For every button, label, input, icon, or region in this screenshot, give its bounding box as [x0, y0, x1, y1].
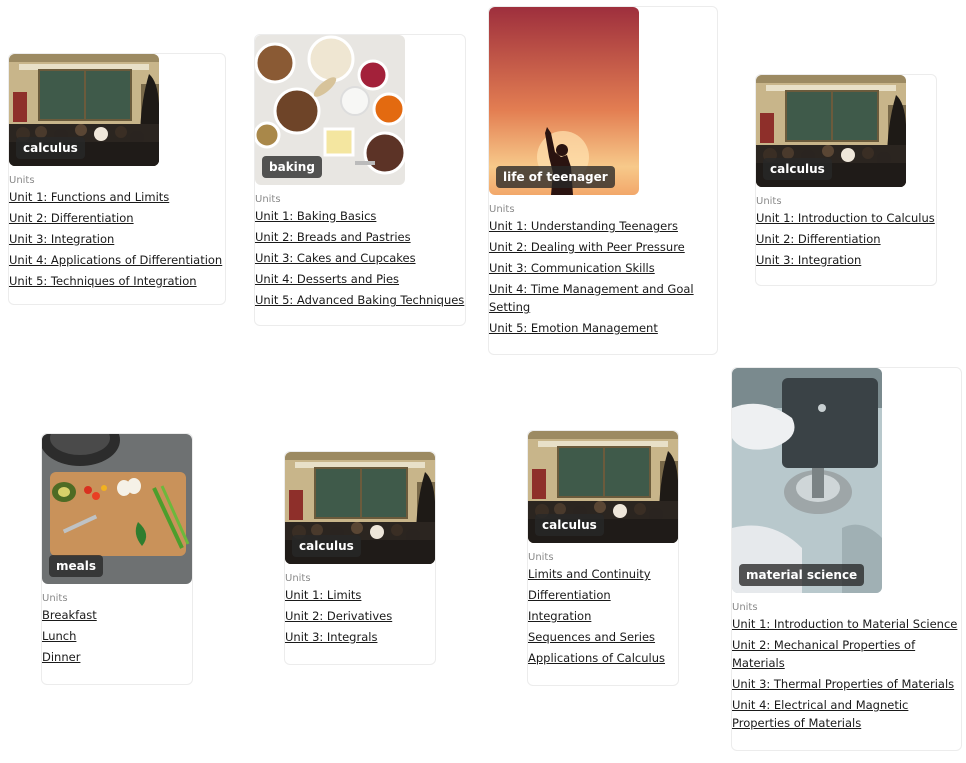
- course-thumbnail[interactable]: meals: [42, 434, 192, 584]
- course-tag: meals: [49, 555, 103, 577]
- course-card[interactable]: meals Units Breakfast Lunch Dinner: [41, 433, 193, 685]
- course-tag: calculus: [292, 535, 361, 557]
- unit-link[interactable]: Lunch: [42, 629, 77, 643]
- unit-link[interactable]: Limits and Continuity: [528, 567, 651, 581]
- course-thumbnail[interactable]: calculus: [756, 75, 906, 187]
- unit-link[interactable]: Unit 1: Functions and Limits: [9, 190, 170, 204]
- course-card[interactable]: baking Units Unit 1: Baking Basics Unit …: [254, 34, 466, 326]
- unit-link[interactable]: Unit 2: Breads and Pastries: [255, 230, 411, 244]
- units-label: Units: [489, 204, 515, 215]
- unit-link[interactable]: Unit 1: Limits: [285, 588, 362, 602]
- unit-link[interactable]: Differentiation: [528, 588, 611, 602]
- unit-link[interactable]: Unit 2: Differentiation: [756, 232, 881, 246]
- unit-link[interactable]: Applications of Calculus: [528, 651, 666, 665]
- unit-link[interactable]: Unit 4: Electrical and Magnetic Properti…: [732, 698, 909, 730]
- course-card[interactable]: calculus Units Unit 1: Limits Unit 2: De…: [284, 451, 436, 665]
- unit-link[interactable]: Unit 5: Techniques of Integration: [9, 274, 197, 288]
- unit-link[interactable]: Integration: [528, 609, 592, 623]
- unit-link[interactable]: Unit 1: Baking Basics: [255, 209, 377, 223]
- course-card[interactable]: material science Units Unit 1: Introduct…: [731, 367, 962, 751]
- unit-link[interactable]: Unit 3: Integration: [9, 232, 115, 246]
- course-tag: calculus: [763, 158, 832, 180]
- unit-link[interactable]: Unit 5: Advanced Baking Techniques: [255, 293, 465, 307]
- course-thumbnail[interactable]: calculus: [285, 452, 435, 564]
- unit-link[interactable]: Unit 1: Understanding Teenagers: [489, 219, 678, 233]
- course-tag: life of teenager: [496, 166, 615, 188]
- units-label: Units: [9, 175, 35, 186]
- course-tag: calculus: [535, 514, 604, 536]
- unit-link[interactable]: Unit 3: Integration: [756, 253, 862, 267]
- unit-link[interactable]: Unit 2: Mechanical Properties of Materia…: [732, 638, 916, 670]
- unit-link[interactable]: Breakfast: [42, 608, 97, 622]
- course-tag: baking: [262, 156, 322, 178]
- unit-link[interactable]: Unit 4: Applications of Differentiation: [9, 253, 223, 267]
- unit-link[interactable]: Unit 1: Introduction to Material Science: [732, 617, 958, 631]
- course-card[interactable]: life of teenager Units Unit 1: Understan…: [488, 6, 718, 355]
- course-tag: calculus: [16, 137, 85, 159]
- units-label: Units: [285, 573, 311, 584]
- course-card[interactable]: calculus Units Unit 1: Functions and Lim…: [8, 53, 226, 305]
- unit-link[interactable]: Unit 3: Communication Skills: [489, 261, 655, 275]
- course-thumbnail[interactable]: baking: [255, 35, 405, 185]
- course-thumbnail[interactable]: calculus: [9, 54, 159, 166]
- unit-link[interactable]: Unit 2: Derivatives: [285, 609, 393, 623]
- unit-list: Unit 1: Introduction to Material Science…: [732, 615, 960, 732]
- course-card[interactable]: calculus Units Limits and Continuity Dif…: [527, 430, 679, 686]
- course-thumbnail[interactable]: calculus: [528, 431, 678, 543]
- unit-link[interactable]: Unit 5: Emotion Management: [489, 321, 658, 335]
- unit-link[interactable]: Unit 1: Introduction to Calculus: [756, 211, 935, 225]
- unit-list: Unit 1: Baking Basics Unit 2: Breads and…: [255, 207, 465, 309]
- unit-link[interactable]: Unit 3: Integrals: [285, 630, 378, 644]
- unit-link[interactable]: Dinner: [42, 650, 81, 664]
- unit-link[interactable]: Unit 2: Differentiation: [9, 211, 134, 225]
- unit-list: Unit 1: Limits Unit 2: Derivatives Unit …: [285, 586, 435, 646]
- units-label: Units: [732, 602, 758, 613]
- course-thumbnail[interactable]: material science: [732, 368, 882, 593]
- course-thumbnail[interactable]: life of teenager: [489, 7, 639, 195]
- unit-list: Unit 1: Functions and Limits Unit 2: Dif…: [9, 188, 225, 290]
- unit-list: Unit 1: Introduction to Calculus Unit 2:…: [756, 209, 936, 269]
- course-tag: material science: [739, 564, 865, 586]
- unit-link[interactable]: Unit 2: Dealing with Peer Pressure: [489, 240, 685, 254]
- units-label: Units: [528, 552, 554, 563]
- units-label: Units: [42, 593, 68, 604]
- course-card[interactable]: calculus Units Unit 1: Introduction to C…: [755, 74, 937, 286]
- units-label: Units: [756, 196, 782, 207]
- unit-link[interactable]: Unit 3: Thermal Properties of Materials: [732, 677, 955, 691]
- unit-link[interactable]: Unit 4: Desserts and Pies: [255, 272, 400, 286]
- lab-equipment-image: [732, 368, 882, 593]
- unit-list: Unit 1: Understanding Teenagers Unit 2: …: [489, 217, 709, 337]
- unit-link[interactable]: Unit 3: Cakes and Cupcakes: [255, 251, 416, 265]
- unit-list: Limits and Continuity Differentiation In…: [528, 565, 678, 667]
- units-label: Units: [255, 194, 281, 205]
- unit-list: Breakfast Lunch Dinner: [42, 606, 192, 666]
- unit-link[interactable]: Sequences and Series: [528, 630, 656, 644]
- unit-link[interactable]: Unit 4: Time Management and Goal Setting: [489, 282, 694, 314]
